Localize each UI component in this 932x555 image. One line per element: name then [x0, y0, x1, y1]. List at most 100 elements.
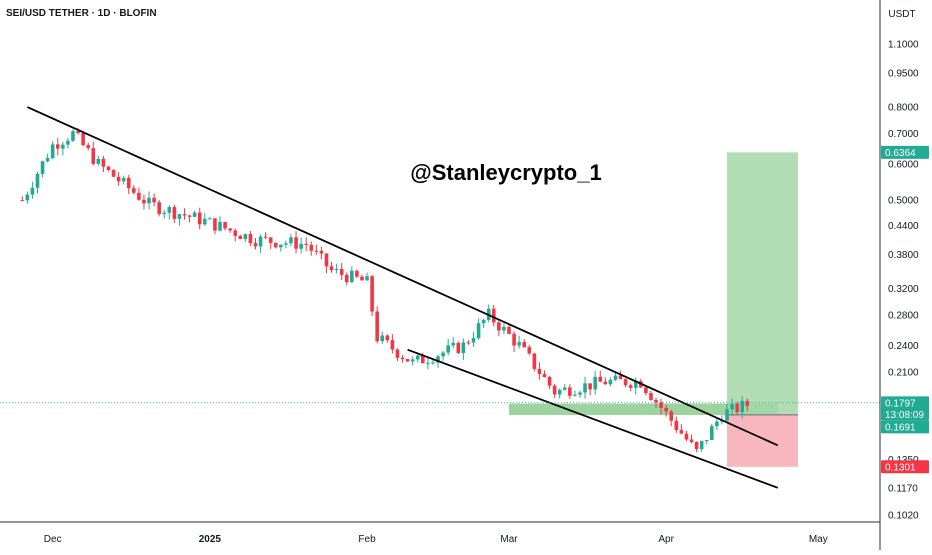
candle-body [177, 214, 182, 219]
time-axis-tick: 2025 [199, 534, 222, 545]
chart-symbol-title: SEI/USD TETHER · 1D · BLOFIN [6, 8, 157, 19]
candle-body [273, 242, 278, 248]
price-tag-entry-value: 0.1691 [885, 422, 916, 433]
candle-body [111, 169, 116, 177]
candle-body [385, 335, 390, 341]
candle-body [710, 426, 714, 440]
candle-body [192, 212, 197, 217]
candle-body [279, 244, 283, 248]
price-axis-tick: 0.1020 [888, 511, 919, 522]
candle-body [197, 212, 202, 225]
candle-body [142, 199, 146, 204]
price-axis-tick: 0.3200 [888, 284, 919, 295]
candle-body [182, 214, 187, 216]
price-axis-tick: 0.2400 [888, 341, 919, 352]
candle-body [441, 352, 445, 357]
price-axis-tick: 0.7000 [888, 129, 919, 140]
candle-body [446, 345, 450, 353]
candle-body [725, 409, 729, 421]
price-tag-countdown: 13:08:09 [885, 410, 924, 421]
candle-body [644, 387, 648, 394]
candle-body [502, 326, 506, 331]
candle-body [329, 266, 334, 271]
candle-body [405, 359, 410, 362]
candle-body [344, 274, 349, 283]
candle-body [573, 394, 577, 396]
candle-body [598, 376, 603, 382]
candle-body [86, 145, 90, 149]
time-axis-tick: Apr [658, 534, 674, 545]
candle-body [745, 400, 750, 406]
trendline-lower[interactable] [407, 348, 779, 489]
candle-body [497, 322, 501, 331]
price-axis-tick: 0.5000 [888, 196, 919, 207]
candle-body [203, 218, 207, 225]
time-axis-tick: Dec [44, 534, 62, 545]
candle-body [61, 144, 65, 149]
candle-body [50, 144, 55, 159]
price-axis-tick: 0.8000 [888, 103, 919, 114]
candle-body [410, 359, 415, 362]
candle-body [20, 200, 25, 202]
candle-body [390, 340, 395, 350]
candle-body [243, 234, 248, 240]
candle-body [568, 387, 572, 396]
candle-body [421, 355, 425, 364]
candle-body [106, 166, 111, 170]
candle-body [76, 131, 80, 134]
candle-body [491, 308, 496, 323]
candle-body [360, 276, 364, 281]
price-axis-unit: USDT [888, 9, 915, 20]
candle-body [263, 236, 268, 238]
candle-body [481, 319, 486, 324]
candle-body [233, 230, 238, 236]
candle-body [45, 158, 50, 162]
candle-body [213, 218, 217, 231]
profit-target-zone[interactable] [727, 152, 798, 415]
candle-body [268, 237, 273, 243]
candle-body [649, 393, 653, 400]
price-axis-tick: 0.6000 [888, 160, 919, 171]
price-tag-current-value: 0.1797 [885, 398, 916, 409]
trendline-upper[interactable] [26, 106, 779, 447]
candle-body [476, 323, 481, 339]
price-axis-tick: 0.3800 [888, 250, 919, 261]
candle-body [126, 177, 131, 189]
candle-body [608, 379, 613, 385]
candle-body [471, 338, 476, 343]
price-tag-entry [881, 420, 929, 434]
candle-body [355, 270, 359, 277]
candle-body [324, 253, 329, 267]
candle-body [623, 379, 628, 386]
candle-body [426, 362, 430, 364]
candle-body [654, 399, 658, 403]
candle-body [583, 383, 587, 393]
candle-body [618, 375, 623, 380]
candle-body [309, 244, 314, 251]
candle-body [628, 385, 633, 388]
candle-body [704, 439, 709, 442]
author-watermark: @Stanleycrypto_1 [410, 160, 601, 185]
candle-body [547, 377, 552, 386]
price-axis-tick: 0.9500 [888, 69, 919, 80]
candle-body [218, 222, 222, 231]
candle-body [674, 420, 679, 431]
price-tag-target [881, 145, 929, 159]
price-axis-tick: 0.1170 [888, 483, 918, 494]
price-axis-tick: 1.1000 [888, 40, 919, 51]
entry-zone [509, 403, 778, 415]
time-axis-tick: Feb [358, 534, 376, 545]
candle-body [552, 385, 557, 395]
candle-body [562, 387, 567, 390]
candle-body [557, 389, 562, 395]
candle-body [289, 237, 293, 244]
candle-body [415, 355, 420, 360]
candle-body [66, 140, 70, 145]
candle-body [694, 442, 699, 450]
stop-loss-zone[interactable] [727, 414, 798, 467]
time-axis-tick: Mar [500, 534, 518, 545]
candle-body [319, 250, 324, 254]
candle-body [542, 374, 547, 378]
